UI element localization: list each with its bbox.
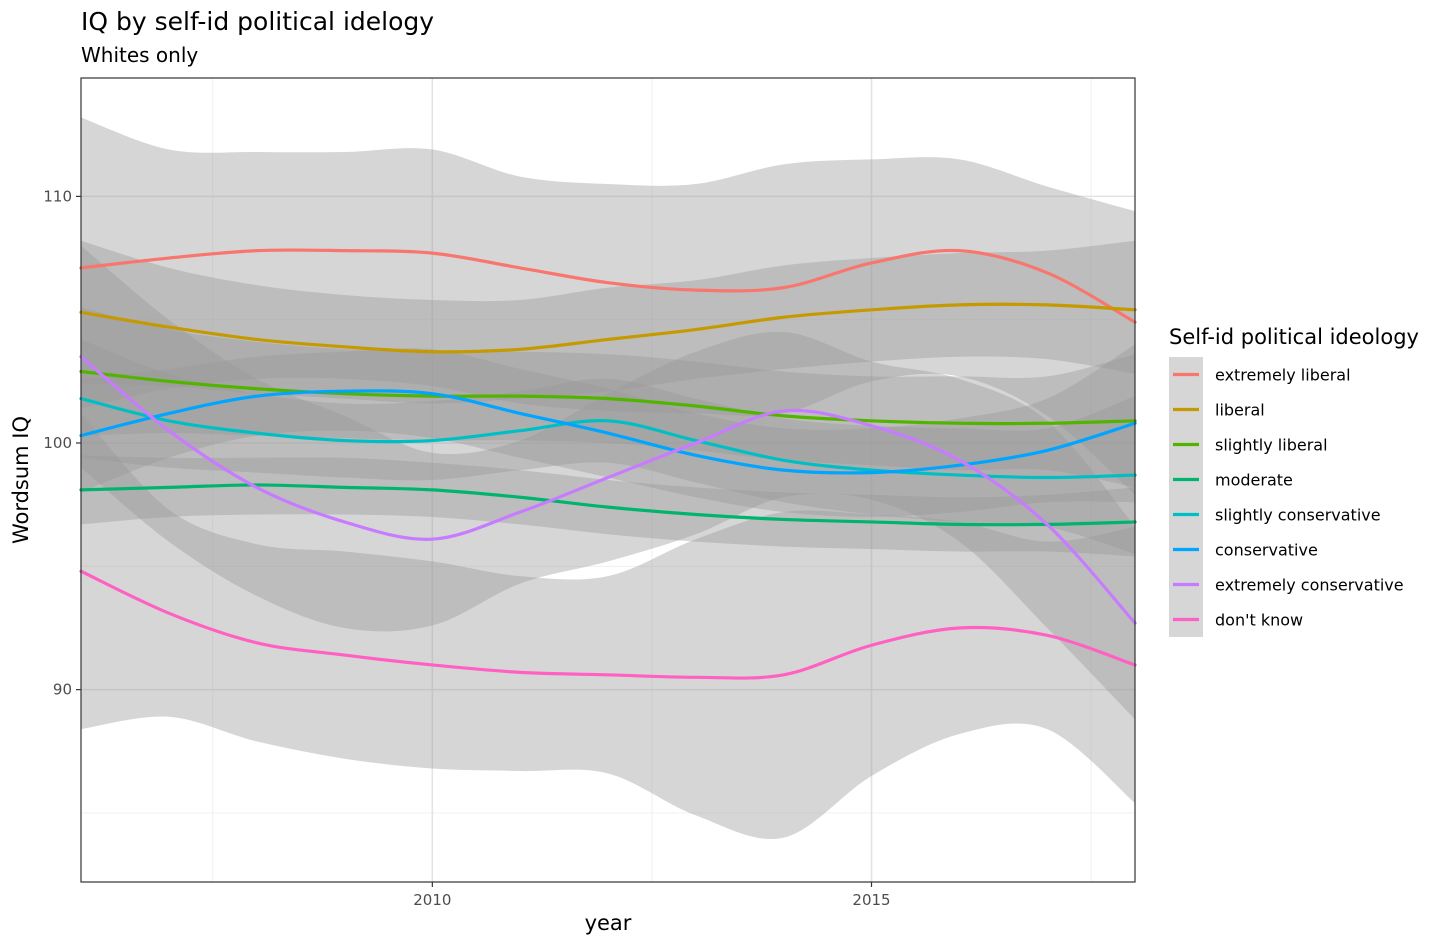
- series-lines: [79, 248, 1137, 680]
- legend-label: conservative: [1215, 541, 1318, 560]
- legend-label: extremely liberal: [1215, 366, 1351, 385]
- panel-background: [81, 78, 1135, 882]
- x-axis-title: year: [585, 911, 632, 935]
- x-tick-label: 2010: [413, 891, 451, 909]
- legend-label: liberal: [1215, 401, 1265, 420]
- legend-label: extremely conservative: [1215, 576, 1404, 595]
- series-line: [79, 483, 1137, 527]
- confidence-bands: [81, 117, 1135, 840]
- legend-label: don't know: [1215, 611, 1303, 630]
- series-line: [79, 369, 1137, 426]
- confidence-band: [81, 117, 1135, 495]
- legend-label: moderate: [1215, 471, 1293, 490]
- series-line: [79, 248, 1137, 324]
- series-line: [79, 389, 1137, 475]
- chart-title: IQ by self-id political idelogy: [81, 7, 434, 36]
- y-tick-label: 110: [43, 187, 72, 205]
- x-tick-label: 2015: [852, 891, 890, 909]
- series-line: [79, 397, 1137, 480]
- series-line: [79, 355, 1137, 625]
- legend-label: slightly liberal: [1215, 436, 1328, 455]
- y-tick-label: 90: [53, 681, 72, 699]
- plot-panel: [79, 77, 1137, 883]
- y-tick-label: 100: [43, 434, 72, 452]
- legend-items: extremely liberal liberal slightly liberal…: [1169, 357, 1404, 637]
- confidence-band: [81, 240, 1135, 404]
- y-axis-ticks: 90 100 110: [43, 187, 81, 699]
- panel-border: [80, 77, 1136, 883]
- confidence-band: [81, 413, 1135, 840]
- x-axis-ticks: 2010 2015: [413, 882, 891, 909]
- legend-title: Self-id political ideology: [1169, 325, 1419, 349]
- legend: Self-id political ideology extremely lib…: [1169, 325, 1419, 637]
- series-line: [79, 302, 1137, 354]
- grid-lines: [81, 78, 1135, 882]
- legend-label: slightly conservative: [1215, 506, 1381, 525]
- series-line: [79, 569, 1137, 680]
- y-axis-title: Wordsum IQ: [9, 416, 33, 544]
- confidence-band: [81, 245, 1135, 720]
- confidence-band: [81, 339, 1135, 554]
- chart-subtitle: Whites only: [81, 43, 198, 67]
